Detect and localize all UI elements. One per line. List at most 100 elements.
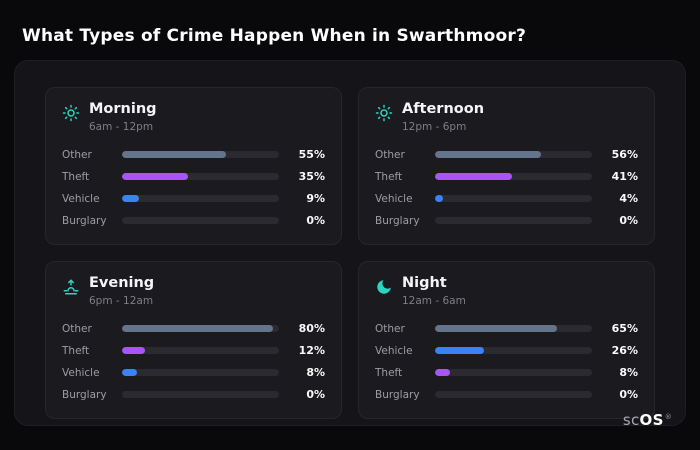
category-label: Vehicle [62,366,100,379]
category-label: Vehicle [62,192,100,205]
bar-row: Other 56% [375,144,638,166]
bar-track [435,369,592,377]
category-label: Vehicle [375,344,413,357]
bar-fill [435,347,484,355]
percent-value: 65% [611,322,638,336]
category-label: Other [375,322,405,335]
category-label: Theft [62,170,90,183]
category-label: Vehicle [375,192,413,205]
dashboard-panel: Morning 6am - 12pm Other 55% Theft 35% V… [14,60,686,426]
percent-value: 12% [298,344,325,358]
bar-fill [435,325,558,333]
page-title: What Types of Crime Happen When in Swart… [22,26,527,46]
bar-rows: Other 65% Vehicle 26% Theft 8% Burglary [375,318,638,406]
bar-track [122,151,279,159]
bar-row: Burglary 0% [62,210,325,232]
bar-track [122,347,279,355]
card-header: Night 12am - 6am [375,275,638,307]
card-header: Morning 6am - 12pm [62,101,325,133]
time-card-night: Night 12am - 6am Other 65% Vehicle 26% T… [358,260,655,419]
bar-row: Burglary 0% [375,210,638,232]
bar-track [435,347,592,355]
bar-row: Vehicle 26% [375,340,638,362]
time-card-morning: Morning 6am - 12pm Other 55% Theft 35% V… [45,87,342,245]
sunrise-icon [62,278,80,296]
card-header: Evening 6pm - 12am [62,275,325,307]
bar-fill [122,325,273,333]
bar-row: Theft 8% [375,362,638,384]
percent-value: 0% [619,388,638,402]
moon-icon [375,278,393,296]
bar-row: Burglary 0% [62,384,325,406]
bar-row: Theft 41% [375,166,638,188]
bar-fill [122,195,139,203]
percent-value: 80% [298,322,325,336]
brand-logo: scOS® [623,413,672,428]
bar-track [435,173,592,181]
registered-mark-icon: ® [664,413,672,421]
bar-track [122,391,279,399]
bar-fill [122,347,145,355]
cards-grid: Morning 6am - 12pm Other 55% Theft 35% V… [45,87,655,419]
percent-value: 4% [619,192,638,206]
bar-fill [435,195,443,203]
card-subtitle: 12am - 6am [402,294,466,307]
category-label: Other [62,322,92,335]
brand-suffix: OS [639,411,664,429]
bar-row: Other 55% [62,144,325,166]
card-title: Afternoon [402,101,485,117]
bar-row: Vehicle 4% [375,188,638,210]
time-card-evening: Evening 6pm - 12am Other 80% Theft 12% V… [45,260,342,419]
sun-icon [375,104,393,122]
percent-value: 26% [611,344,638,358]
bar-fill [435,151,541,159]
bar-row: Other 80% [62,318,325,340]
bar-track [122,217,279,225]
bar-row: Burglary 0% [375,384,638,406]
bar-track [435,151,592,159]
time-card-afternoon: Afternoon 12pm - 6pm Other 56% Theft 41%… [358,87,655,245]
percent-value: 9% [306,192,325,206]
percent-value: 56% [611,148,638,162]
category-label: Theft [375,170,403,183]
percent-value: 0% [619,214,638,228]
card-header: Afternoon 12pm - 6pm [375,101,638,133]
sun-icon [62,104,80,122]
bar-rows: Other 80% Theft 12% Vehicle 8% Burglary [62,318,325,406]
bar-track [122,173,279,181]
category-label: Burglary [62,388,107,401]
bar-rows: Other 55% Theft 35% Vehicle 9% Burglary [62,144,325,232]
percent-value: 55% [298,148,325,162]
category-label: Other [375,148,405,161]
percent-value: 35% [298,170,325,184]
category-label: Other [62,148,92,161]
percent-value: 0% [306,214,325,228]
card-title: Morning [89,101,157,117]
bar-fill [122,369,138,377]
percent-value: 8% [306,366,325,380]
bar-row: Other 65% [375,318,638,340]
bar-rows: Other 56% Theft 41% Vehicle 4% Burglary [375,144,638,232]
bar-track [122,325,279,333]
bar-track [435,195,592,203]
category-label: Burglary [62,214,107,227]
bar-fill [435,173,513,181]
category-label: Theft [375,366,403,379]
card-subtitle: 12pm - 6pm [402,120,467,133]
bar-row: Theft 12% [62,340,325,362]
bar-row: Vehicle 8% [62,362,325,384]
category-label: Burglary [375,214,420,227]
bar-track [122,369,279,377]
card-subtitle: 6am - 12pm [89,120,154,133]
card-subtitle: 6pm - 12am [89,294,154,307]
bar-fill [122,173,188,181]
bar-track [435,391,592,399]
percent-value: 0% [306,388,325,402]
bar-fill [122,151,226,159]
bar-fill [435,369,451,377]
bar-row: Theft 35% [62,166,325,188]
category-label: Burglary [375,388,420,401]
category-label: Theft [62,344,90,357]
bar-track [122,195,279,203]
bar-track [435,325,592,333]
